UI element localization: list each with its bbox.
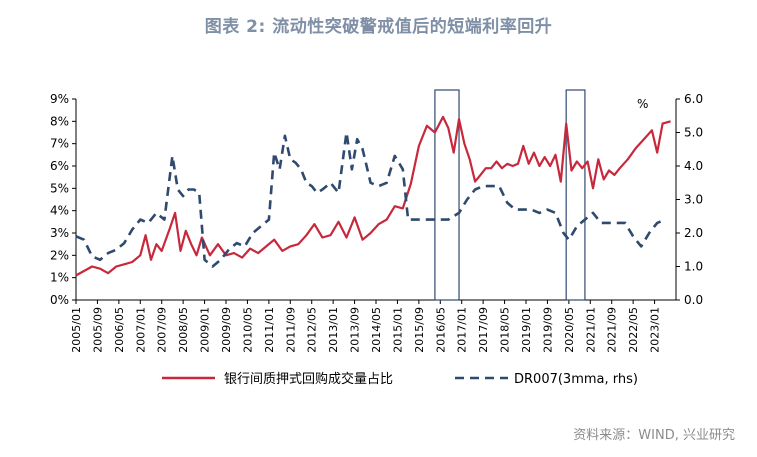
x-tick-label: 2005/09 (91, 307, 104, 353)
x-tick-label: 2012/05 (306, 307, 319, 353)
x-tick-label: 2007/01 (134, 307, 147, 353)
x-tick-label: 2006/05 (113, 307, 126, 353)
left-tick-label: 0% (50, 293, 69, 307)
right-unit-label: % (637, 97, 648, 111)
left-tick-label: 2% (50, 248, 69, 262)
left-tick-label: 3% (50, 226, 69, 240)
x-tick-label: 2008/05 (177, 307, 190, 353)
x-tick-label: 2023/01 (649, 307, 662, 353)
left-tick-label: 5% (50, 181, 69, 195)
legend-label-dr007: DR007(3mma, rhs) (514, 372, 638, 387)
left-tick-label: 9% (50, 92, 69, 106)
x-tick-label: 2021/09 (606, 307, 619, 353)
x-tick-label: 2011/01 (263, 307, 276, 353)
right-tick-label: 5.0 (684, 126, 703, 140)
x-tick-label: 2016/05 (434, 307, 447, 353)
x-tick-label: 2013/09 (349, 307, 362, 353)
x-tick-label: 2010/05 (241, 307, 254, 353)
left-tick-label: 4% (50, 204, 69, 218)
right-tick-label: 4.0 (684, 159, 703, 173)
x-tick-label: 2019/09 (541, 307, 554, 353)
x-tick-label: 2009/01 (199, 307, 212, 353)
highlight-box (565, 89, 586, 301)
dr007-line (75, 131, 666, 268)
highlight-box (434, 89, 460, 301)
x-tick-label: 2015/01 (391, 307, 404, 353)
x-tick-label: 2007/09 (156, 307, 169, 353)
left-tick-label: 6% (50, 159, 69, 173)
x-tick-label: 2020/05 (563, 307, 576, 353)
right-tick-label: 1.0 (684, 260, 703, 274)
left-tick-label: 7% (50, 137, 69, 151)
x-tick-label: 2009/09 (220, 307, 233, 353)
x-tick-label: 2013/01 (327, 307, 340, 353)
x-tick-label: 2022/05 (627, 307, 640, 353)
x-tick-label: 2015/09 (413, 307, 426, 353)
x-tick-label: 2014/05 (370, 307, 383, 353)
chart-title: 图表 2: 流动性突破警戒值后的短端利率回升 (204, 17, 553, 37)
right-tick-label: 0.0 (684, 293, 703, 307)
x-tick-label: 2011/09 (284, 307, 297, 353)
legend-label-repo-share: 银行间质押式回购成交量占比 (224, 371, 393, 387)
x-tick-label: 2017/01 (456, 307, 469, 353)
left-tick-label: 1% (50, 271, 69, 285)
left-tick-label: 8% (50, 114, 69, 128)
x-tick-label: 2017/09 (477, 307, 490, 353)
source-note: 资料来源：WIND, 兴业研究 (573, 428, 735, 443)
x-tick-label: 2021/01 (584, 307, 597, 353)
repo-share-line (75, 115, 671, 277)
right-tick-label: 2.0 (684, 226, 703, 240)
right-tick-label: 6.0 (684, 92, 703, 106)
right-tick-label: 3.0 (684, 193, 703, 207)
x-tick-label: 2005/01 (70, 307, 83, 353)
x-tick-label: 2019/01 (520, 307, 533, 353)
x-tick-label: 2018/05 (499, 307, 512, 353)
